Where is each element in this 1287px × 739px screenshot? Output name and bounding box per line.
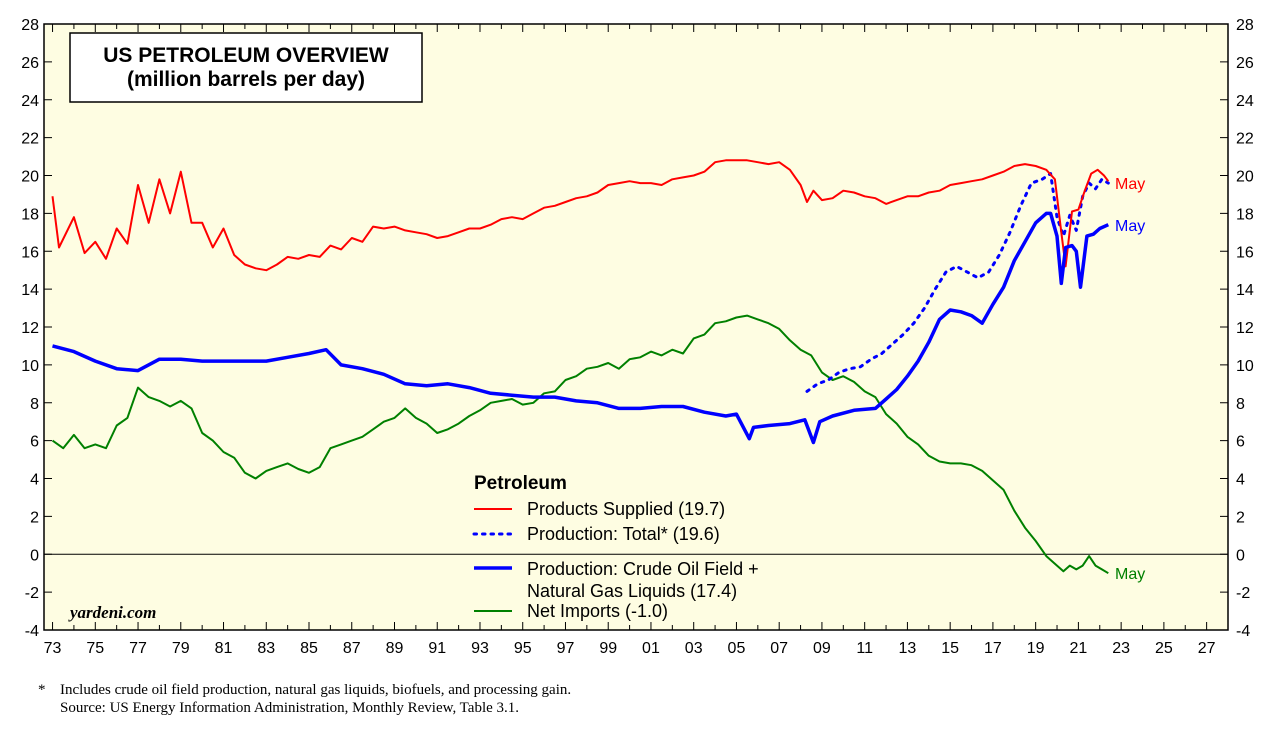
x-tick-label: 89: [386, 640, 404, 657]
x-tick-label: 21: [1069, 640, 1087, 657]
x-tick-label: 05: [728, 640, 746, 657]
x-tick-label: 03: [685, 640, 703, 657]
y-tick-label-right: 10: [1236, 358, 1254, 375]
x-tick-label: 81: [215, 640, 233, 657]
y-tick-label-right: 8: [1236, 396, 1245, 413]
footnote-asterisk: *: [38, 682, 46, 698]
y-tick-label-right: 4: [1236, 472, 1245, 489]
y-tick-label-left: 22: [21, 131, 39, 148]
end-label-net-imports: May: [1115, 566, 1145, 583]
y-tick-label-left: 12: [21, 320, 39, 337]
chart-title-box: US PETROLEUM OVERVIEW (million barrels p…: [69, 32, 423, 103]
y-tick-label-left: 2: [30, 509, 39, 526]
plot-area: [44, 24, 1228, 630]
x-tick-label: 09: [813, 640, 831, 657]
x-tick-label: 83: [257, 640, 275, 657]
y-tick-label-right: 22: [1236, 131, 1254, 148]
y-tick-label-right: 2: [1236, 509, 1245, 526]
x-tick-label: 91: [428, 640, 446, 657]
y-tick-label-left: 20: [21, 169, 39, 186]
footnote: * Includes crude oil field production, na…: [38, 681, 571, 717]
y-tick-label-left: 6: [30, 434, 39, 451]
y-tick-label-right: 12: [1236, 320, 1254, 337]
y-tick-label-left: -4: [25, 623, 39, 640]
y-tick-label-right: 28: [1236, 17, 1254, 34]
legend-label-production-total: Production: Total* (19.6): [527, 524, 720, 544]
chart-title-line1: US PETROLEUM OVERVIEW: [103, 44, 389, 67]
legend-label-production-crude-ngl: Production: Crude Oil Field +: [527, 559, 759, 579]
y-tick-label-left: -2: [25, 585, 39, 602]
legend-label-products-supplied: Products Supplied (19.7): [527, 499, 725, 519]
y-tick-label-right: 14: [1236, 282, 1254, 299]
y-tick-label-left: 26: [21, 55, 39, 72]
x-tick-label: 75: [86, 640, 104, 657]
chart-title-line2: (million barrels per day): [127, 68, 365, 91]
legend-label-production-crude-ngl-line2: Natural Gas Liquids (17.4): [527, 581, 737, 601]
y-tick-label-left: 14: [21, 282, 39, 299]
y-tick-label-left: 10: [21, 358, 39, 375]
y-tick-label-right: -2: [1236, 585, 1250, 602]
y-tick-label-right: 6: [1236, 434, 1245, 451]
y-tick-label-left: 8: [30, 396, 39, 413]
x-tick-label: 87: [343, 640, 361, 657]
x-tick-label: 77: [129, 640, 147, 657]
yardeni-brand: yardeni.com: [68, 603, 156, 622]
series-line-net-imports: [51, 314, 1109, 575]
end-label-products-supplied: May: [1115, 176, 1145, 193]
footnote-note-line: * Includes crude oil field production, na…: [38, 681, 571, 699]
x-tick-label: 13: [899, 640, 917, 657]
series-line-production-crude-ngl: [52, 211, 1110, 445]
x-tick-label: 19: [1027, 640, 1045, 657]
x-tick-label: 93: [471, 640, 489, 657]
x-tick-label: 15: [941, 640, 959, 657]
x-tick-label: 73: [44, 640, 62, 657]
y-tick-label-left: 4: [30, 472, 39, 489]
x-tick-label: 23: [1112, 640, 1130, 657]
y-tick-label-left: 16: [21, 244, 39, 261]
x-tick-label: 85: [300, 640, 318, 657]
x-tick-label: 95: [514, 640, 532, 657]
footnote-source: Source: US Energy Information Administra…: [60, 700, 520, 716]
y-tick-label-right: 16: [1236, 244, 1254, 261]
legend-label-net-imports: Net Imports (-1.0): [527, 601, 668, 621]
y-tick-label-right: 24: [1236, 93, 1254, 110]
y-tick-label-right: 26: [1236, 55, 1254, 72]
end-labels: May May May: [1115, 176, 1145, 583]
footnote-note: Includes crude oil field production, nat…: [60, 682, 572, 698]
x-tick-label: 07: [770, 640, 788, 657]
x-tick-label: 01: [642, 640, 660, 657]
x-tick-label: 11: [856, 640, 873, 657]
x-tick-label: 99: [599, 640, 617, 657]
series-layer: [51, 159, 1110, 575]
title-box-frame: [69, 32, 423, 103]
legend-title: Petroleum: [474, 473, 567, 494]
y-tick-label-right: 20: [1236, 169, 1254, 186]
y-tick-label-right: 18: [1236, 206, 1254, 223]
legend: Petroleum Products Supplied (19.7) Produ…: [472, 473, 759, 621]
y-tick-label-left: 28: [21, 17, 39, 34]
y-tick-label-left: 18: [21, 206, 39, 223]
x-tick-label: 27: [1198, 640, 1216, 657]
x-tick-label: 17: [984, 640, 1002, 657]
y-tick-label-right: 0: [1236, 547, 1245, 564]
x-tick-label: 25: [1155, 640, 1173, 657]
y-tick-label-left: 0: [30, 547, 39, 564]
x-tick-label: 79: [172, 640, 190, 657]
x-tick-label: 97: [557, 640, 575, 657]
end-label-production-crude-ngl: May: [1115, 218, 1145, 235]
y-tick-label-right: -4: [1236, 623, 1250, 640]
series-line-products-supplied: [51, 159, 1110, 272]
y-tick-label-left: 24: [21, 93, 39, 110]
